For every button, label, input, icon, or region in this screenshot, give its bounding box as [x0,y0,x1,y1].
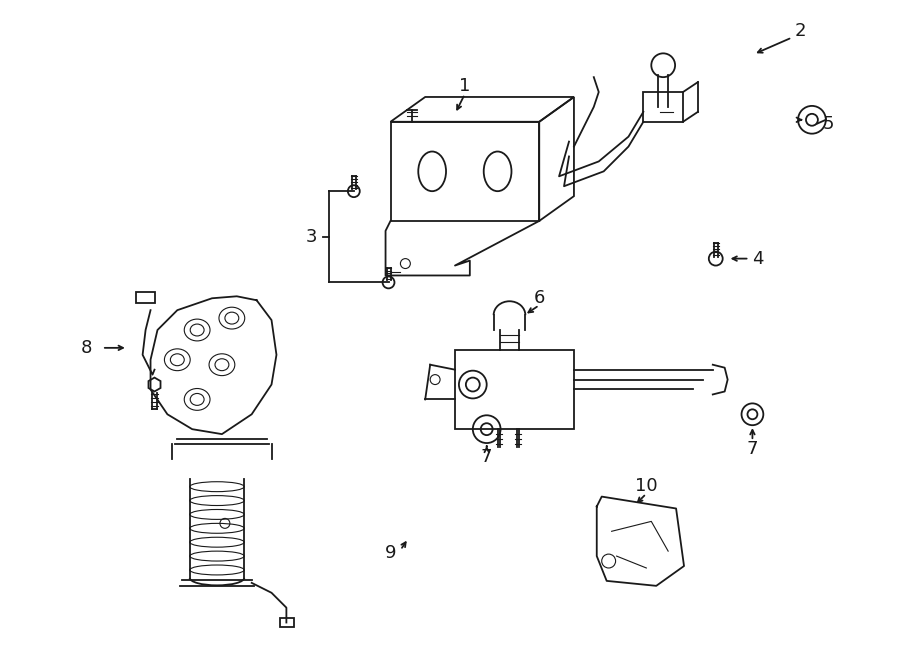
Text: 3: 3 [305,228,317,246]
Text: 7: 7 [481,448,492,466]
Text: 10: 10 [635,477,658,494]
Text: 5: 5 [823,115,834,133]
Text: 2: 2 [795,22,806,40]
Text: 1: 1 [459,77,471,95]
Text: 6: 6 [534,290,544,307]
Text: 8: 8 [80,339,92,357]
Text: 9: 9 [385,544,396,562]
Text: 4: 4 [752,250,763,268]
Text: 7: 7 [747,440,758,458]
